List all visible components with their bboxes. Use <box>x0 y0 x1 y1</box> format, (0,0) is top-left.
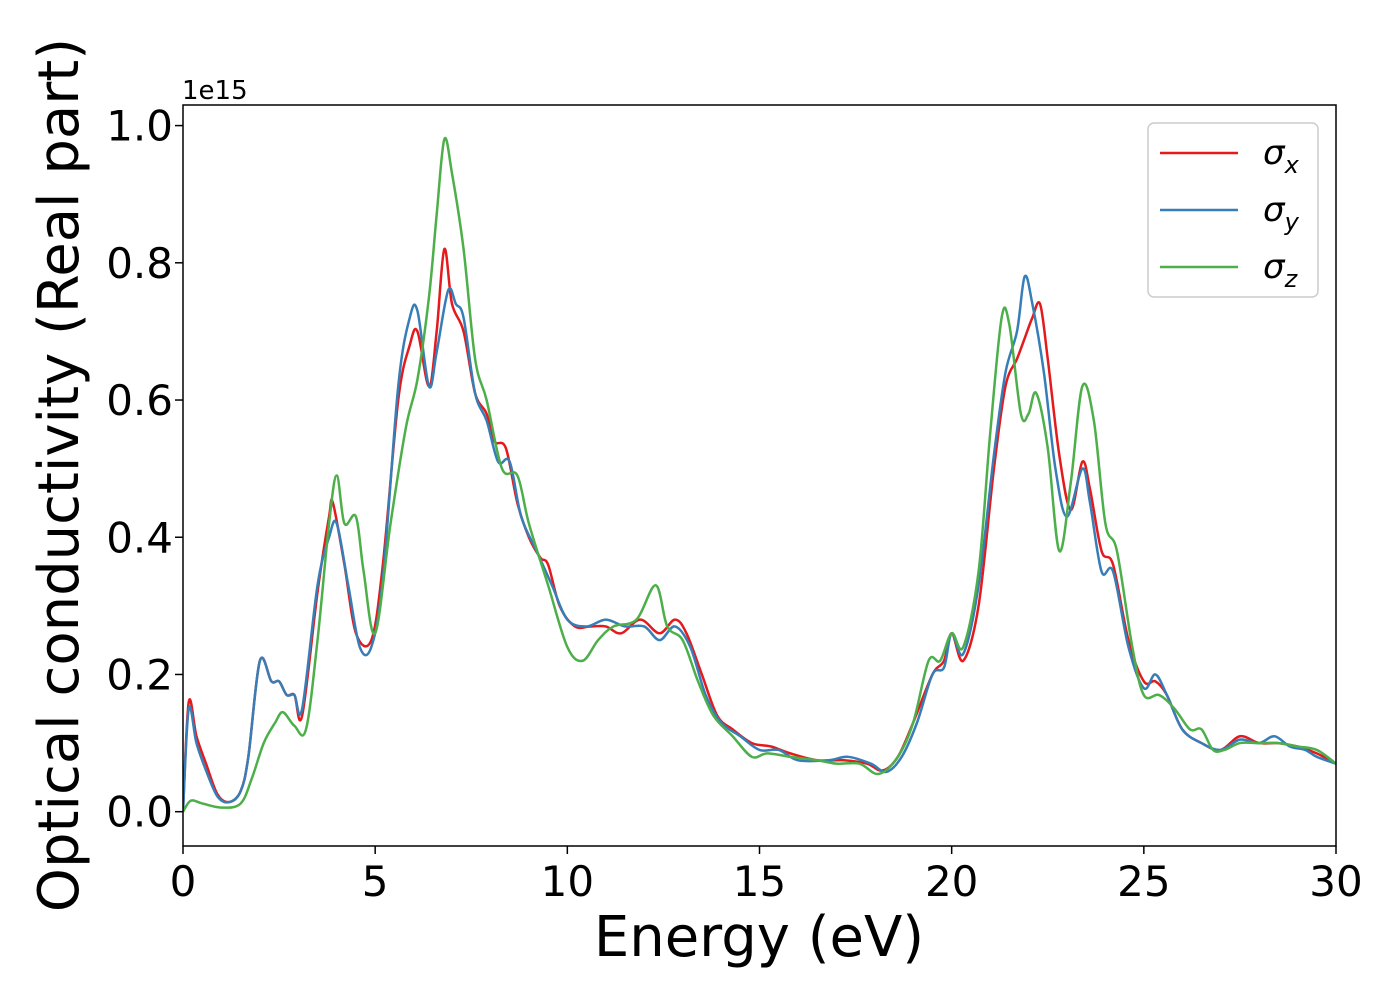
series-line-sigma-z <box>183 136 1336 813</box>
x-tick-label: 30 <box>1309 857 1362 906</box>
series-line-sigma-x <box>183 247 1336 812</box>
legend: σx σy σz <box>1147 122 1319 298</box>
x-tick-label: 15 <box>733 857 786 906</box>
x-tick-label: 5 <box>362 857 389 906</box>
y-tick-label: 0.6 <box>106 376 173 425</box>
x-axis-ticks: 0 5 10 15 20 25 30 <box>170 846 1363 906</box>
y-axis-ticks: 0.0 0.2 0.4 0.6 0.8 1.0 <box>106 102 183 837</box>
legend-label-sigma-z: σz <box>1263 247 1299 293</box>
y-axis-offset-label: 1e15 <box>182 76 248 106</box>
y-tick-label: 0.4 <box>106 513 173 562</box>
legend-label-sigma-y: σy <box>1263 190 1300 236</box>
x-tick-label: 20 <box>925 857 978 906</box>
y-tick-label: 0.2 <box>106 650 173 699</box>
y-tick-label: 0.0 <box>106 788 173 837</box>
x-tick-label: 25 <box>1117 857 1170 906</box>
series-line-sigma-y <box>183 274 1336 812</box>
series-layer <box>183 136 1336 813</box>
legend-label-sigma-x: σx <box>1263 133 1300 179</box>
x-axis-title: Energy (eV) <box>594 905 924 970</box>
y-axis-title: Optical conductivity (Real part) <box>27 38 92 912</box>
y-tick-label: 0.8 <box>106 239 173 288</box>
y-tick-label: 1.0 <box>106 102 173 151</box>
x-tick-label: 10 <box>541 857 594 906</box>
x-tick-label: 0 <box>170 857 197 906</box>
